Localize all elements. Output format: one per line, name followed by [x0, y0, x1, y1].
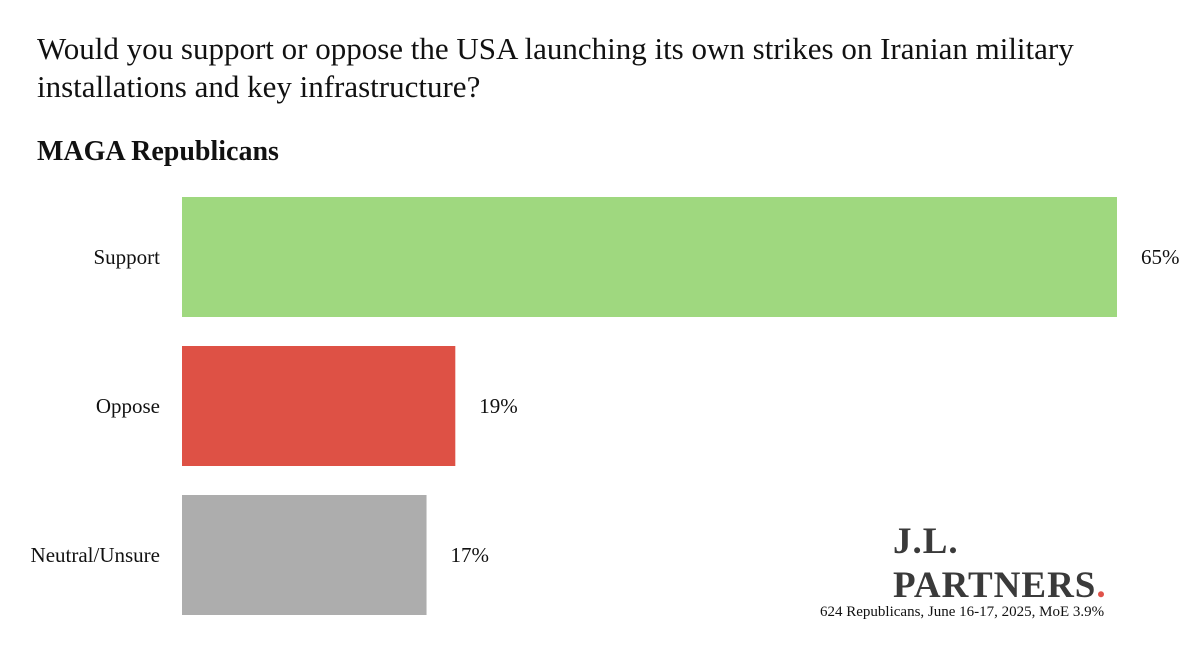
logo-line-2: PARTNERS. [893, 564, 1107, 608]
value-label-support: 65% [1141, 245, 1180, 269]
logo-line-1: J.L. [893, 521, 959, 562]
survey-footnote: 624 Republicans, June 16-17, 2025, MoE 3… [820, 604, 1105, 620]
logo-dot: . [1096, 565, 1107, 606]
chart-title: Would you support or oppose the USA laun… [37, 31, 1074, 104]
bar-support [182, 197, 1117, 317]
value-label-oppose: 19% [479, 394, 518, 418]
category-label-oppose: Oppose [96, 394, 160, 418]
bar-oppose [182, 346, 456, 466]
logo-wordmark: PARTNERS [893, 565, 1097, 606]
chart-subtitle: MAGA Republicans [37, 136, 279, 167]
jl-partners-logo: J.L. PARTNERS. [893, 520, 1107, 608]
bar-neutral-unsure [182, 495, 427, 615]
value-label-neutral-unsure: 17% [451, 543, 490, 567]
category-label-neutral-unsure: Neutral/Unsure [31, 543, 160, 567]
category-label-support: Support [93, 245, 160, 269]
